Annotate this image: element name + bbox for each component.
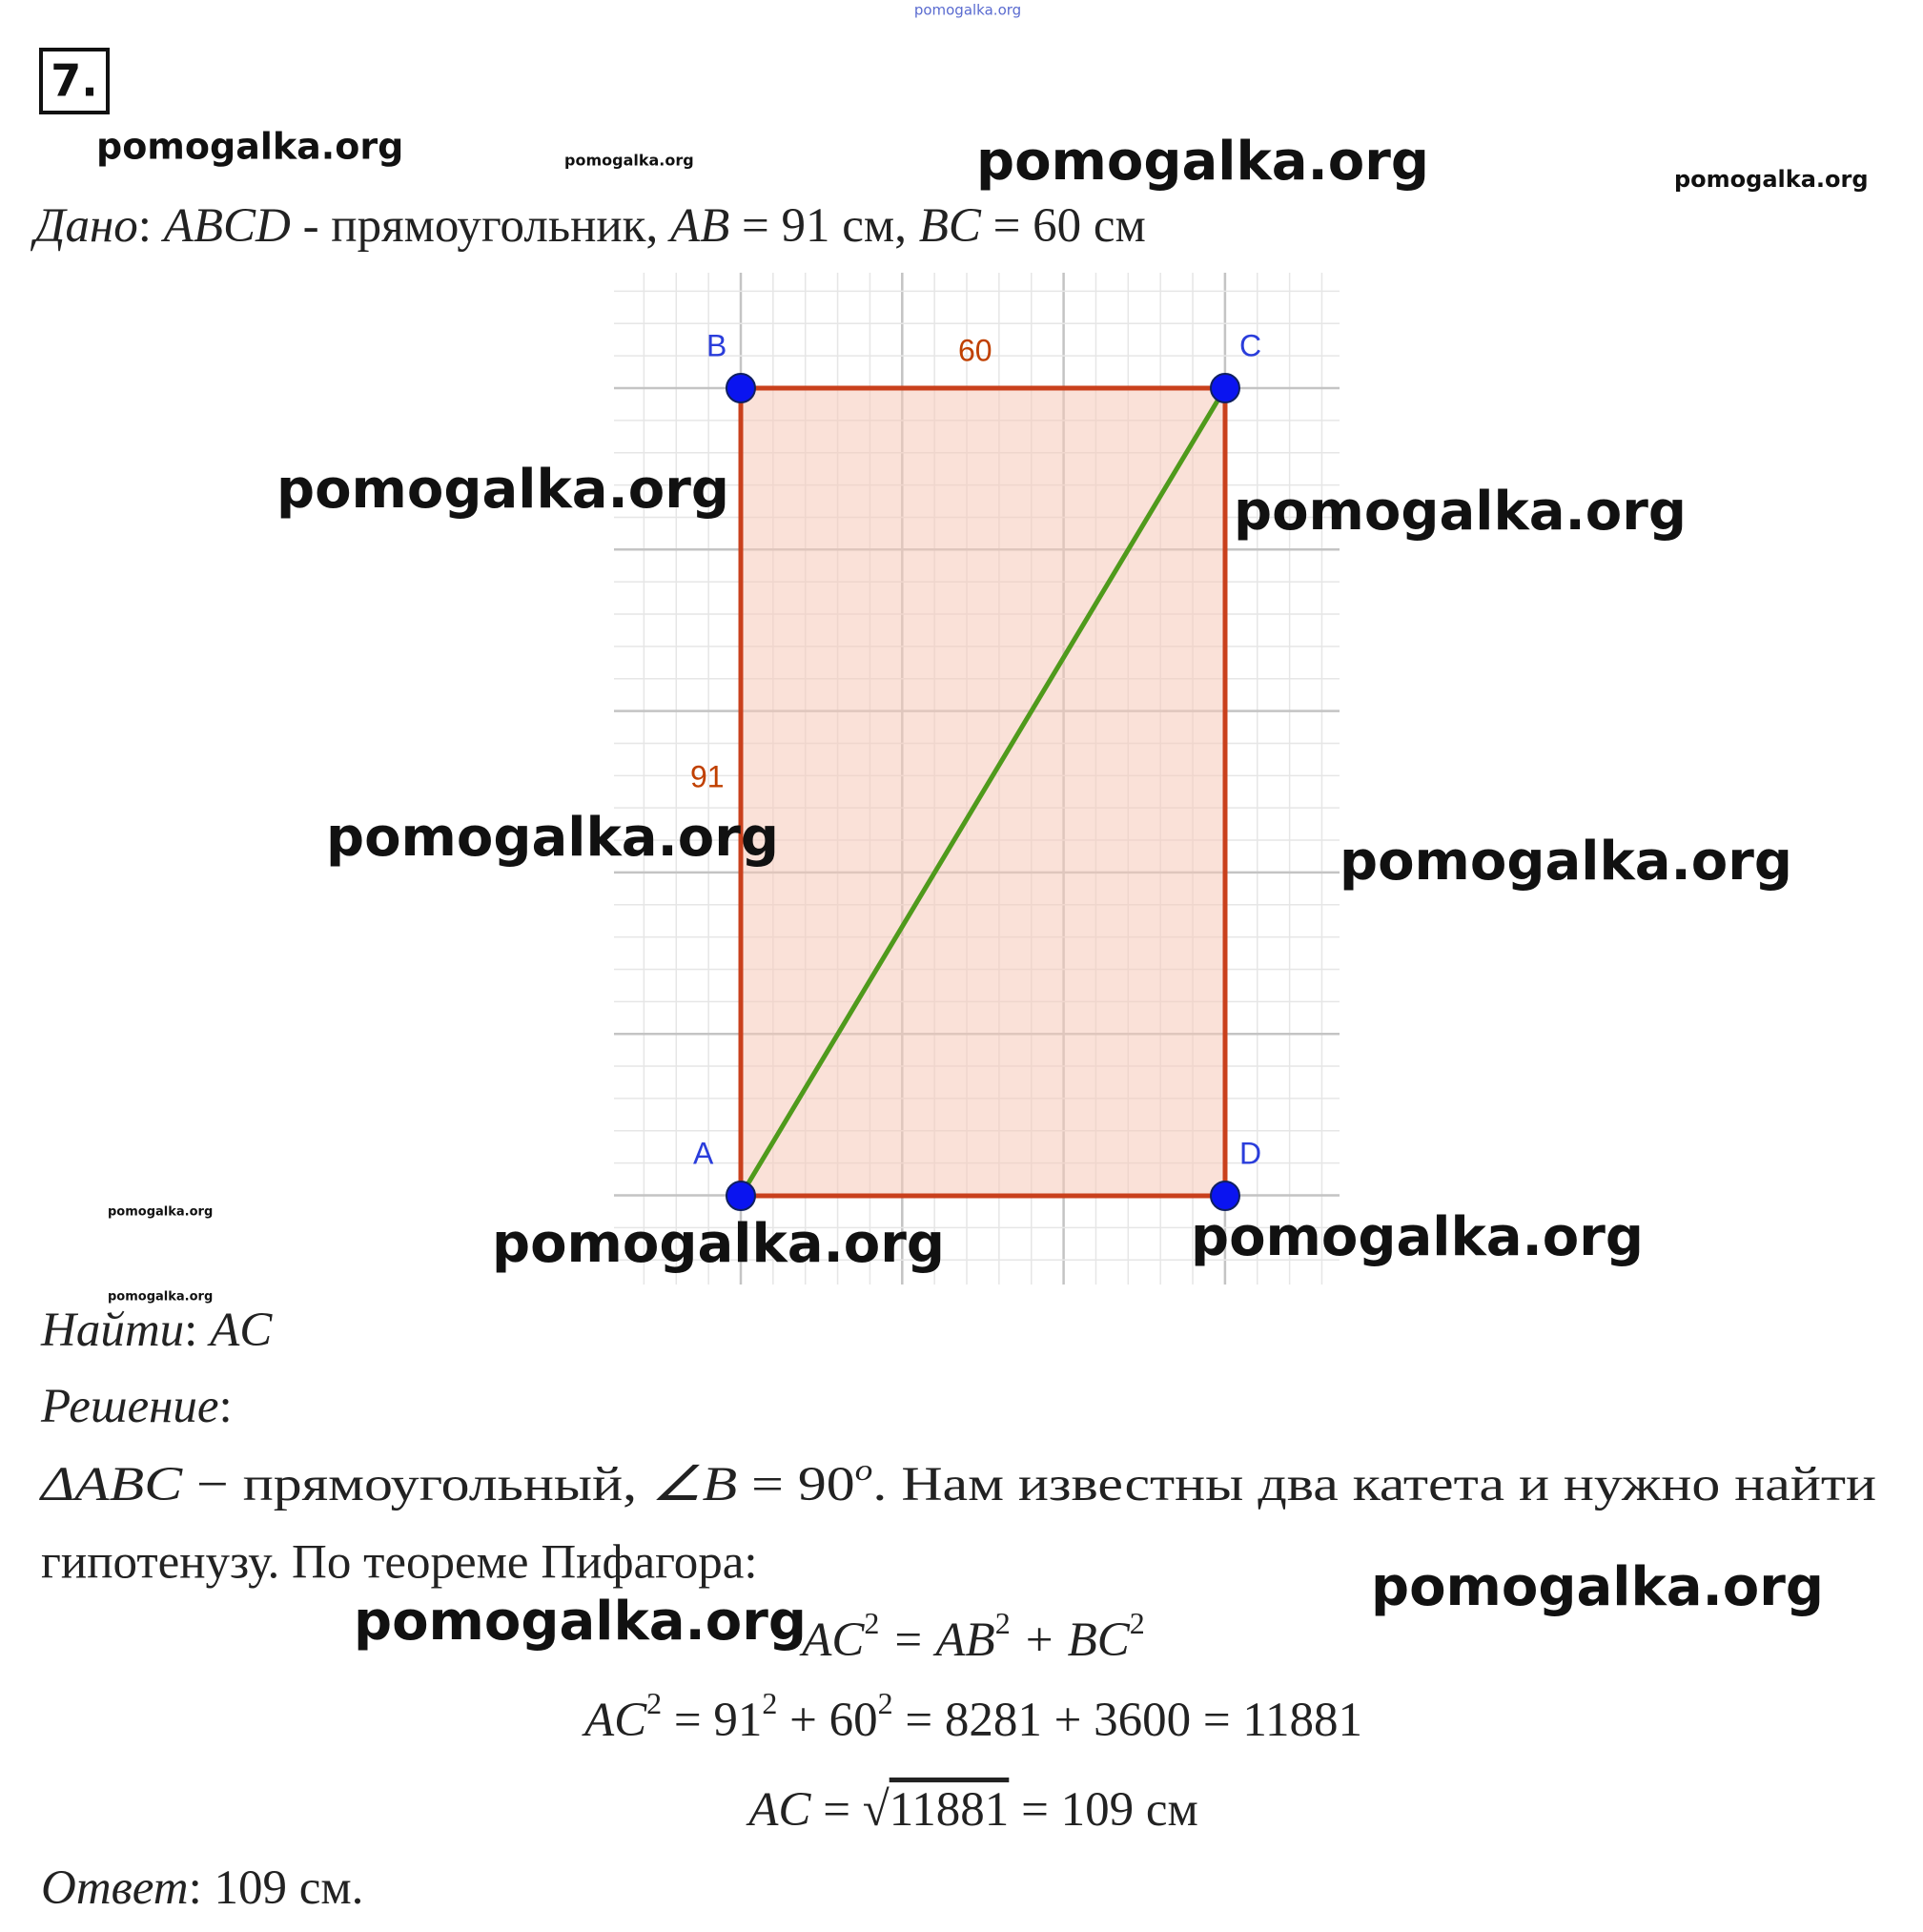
- text: Ответ: [41, 1861, 189, 1915]
- watermark: pomogalka.org: [1371, 1556, 1824, 1618]
- find-line: Найти: AC: [40, 1304, 273, 1357]
- text: Дано: [31, 199, 138, 253]
- point-d: [1210, 1181, 1240, 1211]
- watermarks: pomogalka.org pomogalka.org pomogalka.org p…: [96, 126, 1869, 1654]
- text: ABCD: [161, 199, 291, 253]
- equation: AC = √11881 = 109 см: [746, 1783, 1197, 1837]
- text: AC: [207, 1304, 273, 1357]
- point-label: C: [1239, 328, 1261, 362]
- task-number: 7.: [51, 55, 97, 107]
- point-b: [726, 373, 756, 403]
- text: 2: [878, 1686, 893, 1720]
- text: :: [219, 1380, 233, 1433]
- text: = 60 см: [981, 199, 1146, 253]
- watermark: pomogalka.org: [108, 1205, 213, 1220]
- text: 2: [646, 1686, 662, 1720]
- watermark: pomogalka.org: [1234, 481, 1687, 543]
- side-label: 60: [958, 333, 992, 367]
- text: 2: [995, 1606, 1011, 1640]
- point-a: [726, 1181, 756, 1211]
- point-label: D: [1239, 1136, 1261, 1170]
- watermark: pomogalka.org: [108, 1290, 213, 1305]
- number-box: [39, 48, 110, 114]
- watermark: pomogalka.org: [354, 1591, 807, 1653]
- watermark: pomogalka.org: [1191, 1206, 1644, 1268]
- text: Решение: [40, 1380, 219, 1433]
- watermark: pomogalka.org: [276, 459, 729, 521]
- text: - прямоугольник,: [291, 199, 670, 253]
- text: AC: [582, 1694, 647, 1747]
- side-label: 91: [690, 759, 725, 793]
- watermark: pomogalka.org: [326, 807, 779, 869]
- text: + 60: [777, 1694, 877, 1747]
- text: √: [863, 1783, 890, 1837]
- solution-heading: Решение:: [40, 1380, 233, 1433]
- text: = 8281 + 3600 = 11881: [893, 1694, 1362, 1747]
- text: = AB: [879, 1613, 994, 1667]
- text: AC: [799, 1613, 865, 1667]
- text: = 91: [662, 1694, 762, 1747]
- text: :: [184, 1304, 210, 1357]
- given-line: Дано: ABCD - прямоугольник, AB = 91 см, …: [31, 199, 1146, 253]
- text: o: [855, 1452, 873, 1487]
- watermark: pomogalka.org: [492, 1213, 945, 1275]
- point-label: A: [693, 1136, 714, 1170]
- text: :: [189, 1861, 215, 1915]
- equation: AC2 = AB2 + BC2: [799, 1606, 1145, 1666]
- text: + BC: [1011, 1613, 1131, 1667]
- text: = 90: [737, 1458, 854, 1511]
- text: = 91 см,: [729, 199, 918, 253]
- text: ΔABC: [39, 1458, 184, 1511]
- answer-line: Ответ: 109 см.: [41, 1861, 363, 1915]
- watermark: pomogalka.org: [564, 152, 694, 170]
- text: =: [810, 1783, 862, 1837]
- solution-line: гипотенузу. По теореме Пифагора:: [41, 1536, 758, 1590]
- text: . Нам известны два катета и нужно найти: [872, 1458, 1876, 1511]
- point-c: [1210, 373, 1240, 403]
- text: BC: [919, 199, 982, 253]
- watermark: pomogalka.org: [96, 126, 403, 168]
- solution-line: ΔABC − прямоугольный, ∠B = 90 o. Нам изве…: [39, 1452, 1876, 1511]
- text: = 109 см: [1009, 1783, 1197, 1837]
- text: AB: [667, 199, 729, 253]
- text: 2: [1130, 1606, 1145, 1640]
- watermark: pomogalka.org: [1674, 166, 1869, 193]
- text: 11881: [890, 1783, 1010, 1837]
- text: AC: [746, 1783, 811, 1837]
- text: 109 см.: [215, 1861, 364, 1915]
- text: Найти: [40, 1304, 184, 1357]
- text: 2: [762, 1686, 777, 1720]
- text: :: [138, 199, 164, 253]
- text: − прямоугольный,: [182, 1458, 651, 1511]
- watermark: pomogalka.org: [1340, 831, 1792, 893]
- diagonal: [738, 386, 1228, 1198]
- point-label: B: [706, 328, 726, 362]
- text: 2: [864, 1606, 879, 1640]
- equation: AC2 = 912 + 602 = 8281 + 3600 = 11881: [582, 1686, 1362, 1746]
- watermark: pomogalka.org: [976, 131, 1429, 193]
- site-header: pomogalka.org: [914, 2, 1021, 19]
- text: ∠B: [651, 1458, 737, 1511]
